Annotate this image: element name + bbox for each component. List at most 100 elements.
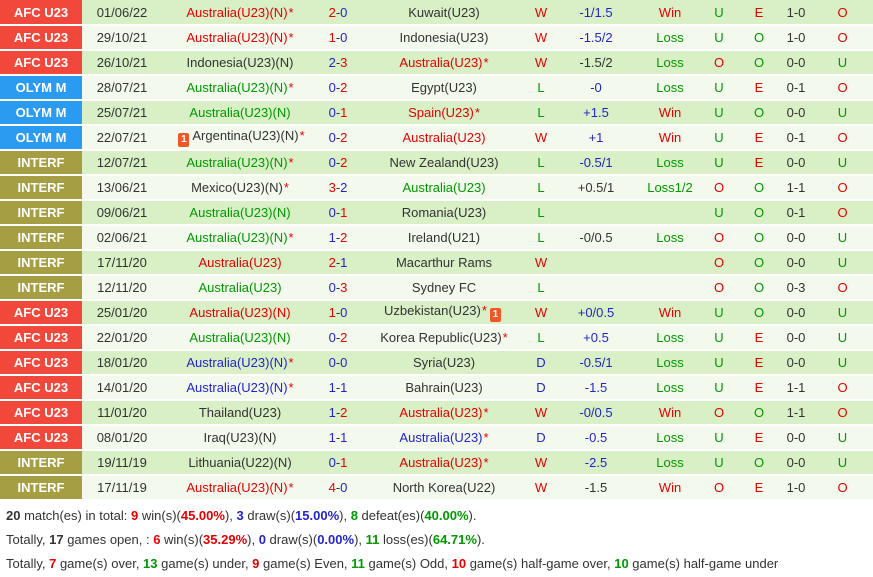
competition-badge[interactable]: AFC U23	[0, 350, 82, 376]
competition-badge[interactable]: AFC U23	[0, 375, 82, 401]
handicap-result: Loss	[640, 225, 700, 251]
over-under-flag: U	[700, 150, 738, 176]
away-team-name[interactable]: New Zealand(U23)	[389, 155, 499, 170]
away-goals: 2	[340, 130, 348, 145]
halftime-score: 0-1	[780, 200, 812, 226]
home-team-cell: Australia(U23)(N)*	[162, 475, 318, 501]
competition-badge[interactable]: OLYM M	[0, 125, 82, 151]
away-team-name[interactable]: Uzbekistan(U23)	[384, 303, 481, 318]
competition-badge[interactable]: INTERF	[0, 450, 82, 476]
summary-segment: 3	[236, 508, 248, 523]
home-team-name[interactable]: Australia(U23)	[198, 255, 282, 270]
match-date: 29/10/21	[82, 25, 162, 51]
competition-badge[interactable]: INTERF	[0, 200, 82, 226]
competition-badge[interactable]: AFC U23	[0, 50, 82, 76]
away-team-name[interactable]: Egypt(U23)	[411, 80, 477, 95]
away-team-name[interactable]: Sydney FC	[411, 280, 477, 295]
away-goals: 2	[340, 330, 348, 345]
away-team-name[interactable]: Australia(U23)	[399, 405, 483, 420]
competition-badge[interactable]: INTERF	[0, 250, 82, 276]
home-team-cell: Australia(U23)(N)	[162, 300, 318, 326]
away-team-cell: Sydney FC	[358, 275, 530, 301]
halftime-score: 1-1	[780, 175, 812, 201]
competition-badge[interactable]: INTERF	[0, 225, 82, 251]
even-odd-flag: E	[738, 150, 780, 176]
summary-segment: 20	[6, 508, 25, 523]
result-letter: W	[530, 400, 552, 426]
even-odd-flag: E	[738, 350, 780, 376]
result-letter: D	[530, 375, 552, 401]
home-team-name[interactable]: Australia(U23)(N)	[186, 230, 288, 245]
away-team-name[interactable]: Syria(U23)	[412, 355, 476, 370]
away-goals: 1	[340, 430, 348, 445]
competition-badge[interactable]: AFC U23	[0, 425, 82, 451]
home-team-name[interactable]: Australia(U23)(N)	[186, 380, 288, 395]
home-team-name[interactable]: Australia(U23)(N)	[189, 305, 291, 320]
away-team-name[interactable]: Spain(U23)	[408, 105, 474, 120]
even-odd-flag: E	[738, 0, 780, 26]
fulltime-score: 1-2	[318, 225, 358, 251]
competition-badge[interactable]: AFC U23	[0, 400, 82, 426]
home-team-name[interactable]: Mexico(U23)(N)	[191, 180, 283, 195]
competition-badge[interactable]: AFC U23	[0, 300, 82, 326]
competition-badge[interactable]: AFC U23	[0, 0, 82, 26]
home-team-name[interactable]: Indonesia(U23)(N)	[186, 55, 294, 70]
home-team-name[interactable]: Australia(U23)(N)	[186, 30, 288, 45]
away-goals: 1	[340, 255, 348, 270]
competition-badge[interactable]: AFC U23	[0, 325, 82, 351]
away-team-name[interactable]: Australia(U23)	[399, 430, 483, 445]
home-team-name[interactable]: Australia(U23)(N)	[189, 330, 291, 345]
home-team-name[interactable]: Lithuania(U22)(N)	[188, 455, 292, 470]
away-team-name[interactable]: North Korea(U22)	[392, 480, 496, 495]
competition-badge[interactable]: OLYM M	[0, 75, 82, 101]
away-team-name[interactable]: Bahrain(U23)	[405, 380, 483, 395]
away-team-name[interactable]: Kuwait(U23)	[408, 4, 480, 20]
summary-segment: 11	[351, 556, 369, 571]
summary-segment: 10	[451, 556, 470, 571]
home-team-name[interactable]: Australia(U23)(N)	[186, 155, 288, 170]
advantage-star: *	[288, 480, 294, 495]
away-goals: 2	[340, 155, 348, 170]
competition-badge[interactable]: INTERF	[0, 150, 82, 176]
competition-badge[interactable]: INTERF	[0, 475, 82, 501]
handicap-value: -1/1.5	[552, 0, 640, 26]
home-team-name[interactable]: Argentina(U23)(N)	[192, 128, 299, 143]
home-team-name[interactable]: Thailand(U23)	[198, 405, 282, 420]
competition-badge[interactable]: INTERF	[0, 175, 82, 201]
away-team-name[interactable]: Australia(U23)	[402, 180, 486, 195]
away-team-name[interactable]: Australia(U23)	[402, 130, 486, 145]
advantage-star: *	[288, 380, 294, 395]
home-team-name[interactable]: Australia(U23)(N)	[186, 480, 288, 495]
home-team-name[interactable]: Australia(U23)(N)	[186, 80, 288, 95]
away-team-name[interactable]: Indonesia(U23)	[399, 30, 489, 45]
over-under-flag: O	[700, 50, 738, 76]
home-team-name[interactable]: Australia(U23)	[198, 280, 282, 295]
summary-segment: ),	[224, 508, 237, 523]
home-team-name[interactable]: Australia(U23)(N)	[186, 4, 288, 20]
result-letter: W	[530, 125, 552, 151]
away-team-name[interactable]: Romania(U23)	[401, 205, 487, 220]
away-goals: 3	[340, 280, 348, 295]
summary-segment: ),	[354, 532, 366, 547]
away-team-name[interactable]: Australia(U23)	[399, 455, 483, 470]
home-team-name[interactable]: Australia(U23)(N)	[186, 355, 288, 370]
handicap-result: Win	[640, 100, 700, 126]
home-team-cell: Australia(U23)(N)*	[162, 75, 318, 101]
handicap-value	[552, 200, 640, 226]
halftime-score: 1-0	[780, 475, 812, 501]
home-goals: 0	[328, 130, 336, 145]
red-card-icon: 1	[178, 133, 190, 147]
home-team-name[interactable]: Iraq(U23)(N)	[203, 430, 277, 445]
competition-badge[interactable]: INTERF	[0, 275, 82, 301]
away-team-name[interactable]: Australia(U23)	[399, 55, 483, 70]
away-team-name[interactable]: Korea Republic(U23)	[380, 330, 502, 345]
match-row: INTERF 19/11/19 Lithuania(U22)(N) 0-1 Au…	[0, 450, 873, 476]
competition-badge[interactable]: AFC U23	[0, 25, 82, 51]
home-team-cell: Australia(U23)(N)*	[162, 225, 318, 251]
home-team-name[interactable]: Australia(U23)(N)	[189, 105, 291, 120]
away-team-name[interactable]: Macarthur Rams	[395, 255, 493, 270]
advantage-star: *	[483, 405, 489, 420]
away-team-name[interactable]: Ireland(U21)	[407, 230, 481, 245]
competition-badge[interactable]: OLYM M	[0, 100, 82, 126]
home-team-name[interactable]: Australia(U23)(N)	[189, 205, 291, 220]
